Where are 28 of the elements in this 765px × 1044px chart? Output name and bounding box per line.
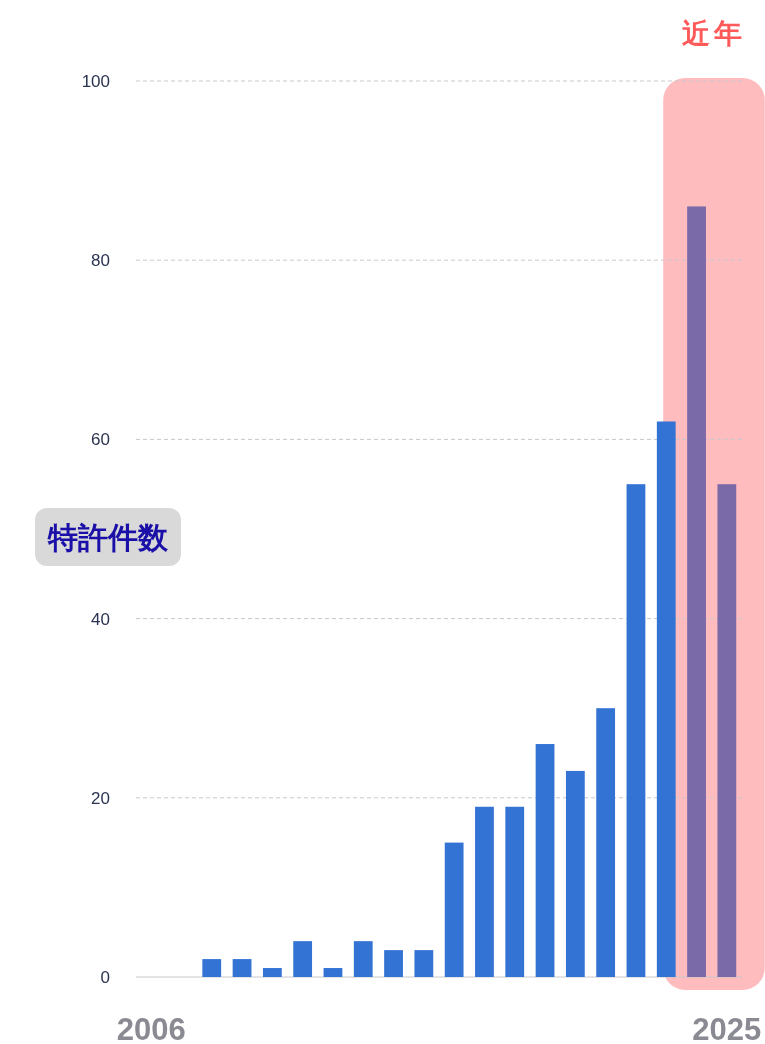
- bar: [202, 959, 222, 977]
- y-axis-title: 特許件数: [47, 521, 169, 554]
- bar: [414, 950, 434, 977]
- bar: [475, 806, 494, 977]
- x-tick-label: 2006: [116, 1012, 186, 1044]
- bar: [505, 806, 525, 977]
- y-tick-label: 60: [91, 430, 110, 450]
- bar: [626, 484, 646, 977]
- bar: [444, 842, 464, 977]
- bar: [262, 968, 282, 977]
- bar: [323, 968, 343, 977]
- y-tick-label: 40: [91, 609, 110, 629]
- text: 近年: [681, 18, 746, 49]
- y-tick-label: 20: [91, 788, 110, 808]
- y-tick-label: 80: [91, 251, 110, 271]
- y-tick-label: 100: [81, 72, 110, 91]
- y-tick-label: 0: [100, 968, 110, 987]
- bar: [535, 744, 555, 977]
- bar: [687, 206, 706, 977]
- bar: [596, 708, 616, 977]
- bar: [656, 421, 676, 977]
- bar: [565, 770, 585, 977]
- bar: [232, 959, 252, 977]
- bar: [293, 941, 313, 977]
- bar: [384, 950, 403, 977]
- bar: [353, 941, 373, 977]
- x-tick-label: 2025: [692, 1012, 762, 1044]
- bar: [717, 484, 737, 977]
